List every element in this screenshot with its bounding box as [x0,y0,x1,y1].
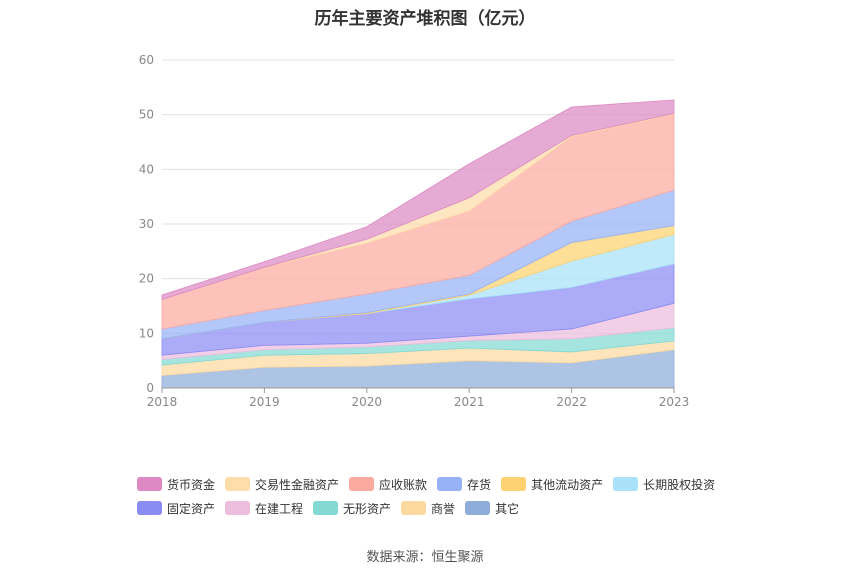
legend-swatch [501,477,527,491]
legend-item[interactable]: 其他流动资产 [501,476,603,493]
legend-item[interactable]: 在建工程 [225,500,303,517]
stacked-area-chart: 0 10 20 30 40 50 60 2018 2019 2020 2021 2022 2023 [139,53,690,409]
x-tick-label: 2023 [659,395,690,409]
legend-swatch [349,477,375,491]
y-tick-label: 60 [139,53,154,67]
legend-item[interactable]: 其它 [465,500,519,517]
legend-swatch [465,501,491,515]
legend-label: 其它 [495,501,520,516]
legend-item[interactable]: 无形资产 [313,500,391,517]
legend-swatch [137,501,162,515]
x-tick-label: 2019 [249,395,280,409]
legend-label: 其他流动资产 [531,477,604,492]
legend-item[interactable]: 固定资产 [137,500,215,517]
chart-title: 历年主要资产堆积图（亿元） [314,9,536,29]
x-tick-label: 2018 [147,395,178,409]
legend-label: 无形资产 [343,501,392,516]
legend-swatch [137,477,162,491]
legend-item[interactable]: 存货 [437,476,491,493]
legend-label: 固定资产 [167,501,216,516]
legend-item[interactable]: 交易性金融资产 [225,476,339,493]
legend-swatch [613,477,639,491]
legend-label: 存货 [467,477,492,492]
y-tick-label: 20 [139,272,154,286]
legend-label: 商誉 [431,501,456,516]
y-tick-label: 0 [146,381,154,395]
legend-label: 应收账款 [379,477,428,492]
area-series [161,99,675,300]
legend-label: 交易性金融资产 [255,477,340,492]
x-tick-label: 2022 [556,395,587,409]
legend-swatch [225,501,251,515]
y-tick-label: 40 [139,162,154,176]
legend-item[interactable]: 货币资金 [137,476,215,493]
x-tick-label: 2021 [454,395,485,409]
legend-label: 在建工程 [255,501,304,516]
data-source-note: 数据来源：恒生聚源 [366,550,484,565]
legend-item[interactable]: 应收账款 [349,476,427,493]
legend-row-1: 货币资金 交易性金融资产 应收账款 存货 其他流动资产 长期股权投资 [137,472,737,496]
x-tick-label: 2020 [352,395,383,409]
legend-swatch [437,477,463,491]
legend-label: 长期股权投资 [643,477,716,492]
legend: 货币资金 交易性金融资产 应收账款 存货 其他流动资产 长期股权投资 固定资产 在建工程 无形… [137,472,737,520]
legend-item[interactable]: 商誉 [401,500,455,517]
legend-swatch [401,501,427,515]
legend-row-2: 固定资产 在建工程 无形资产 商誉 其它 [137,496,737,520]
legend-swatch [225,477,251,491]
legend-label: 货币资金 [167,477,216,492]
y-tick-label: 10 [139,326,154,340]
legend-item[interactable]: 长期股权投资 [613,476,715,493]
legend-swatch [313,501,339,515]
y-tick-label: 50 [139,108,154,122]
y-tick-label: 30 [139,217,154,231]
